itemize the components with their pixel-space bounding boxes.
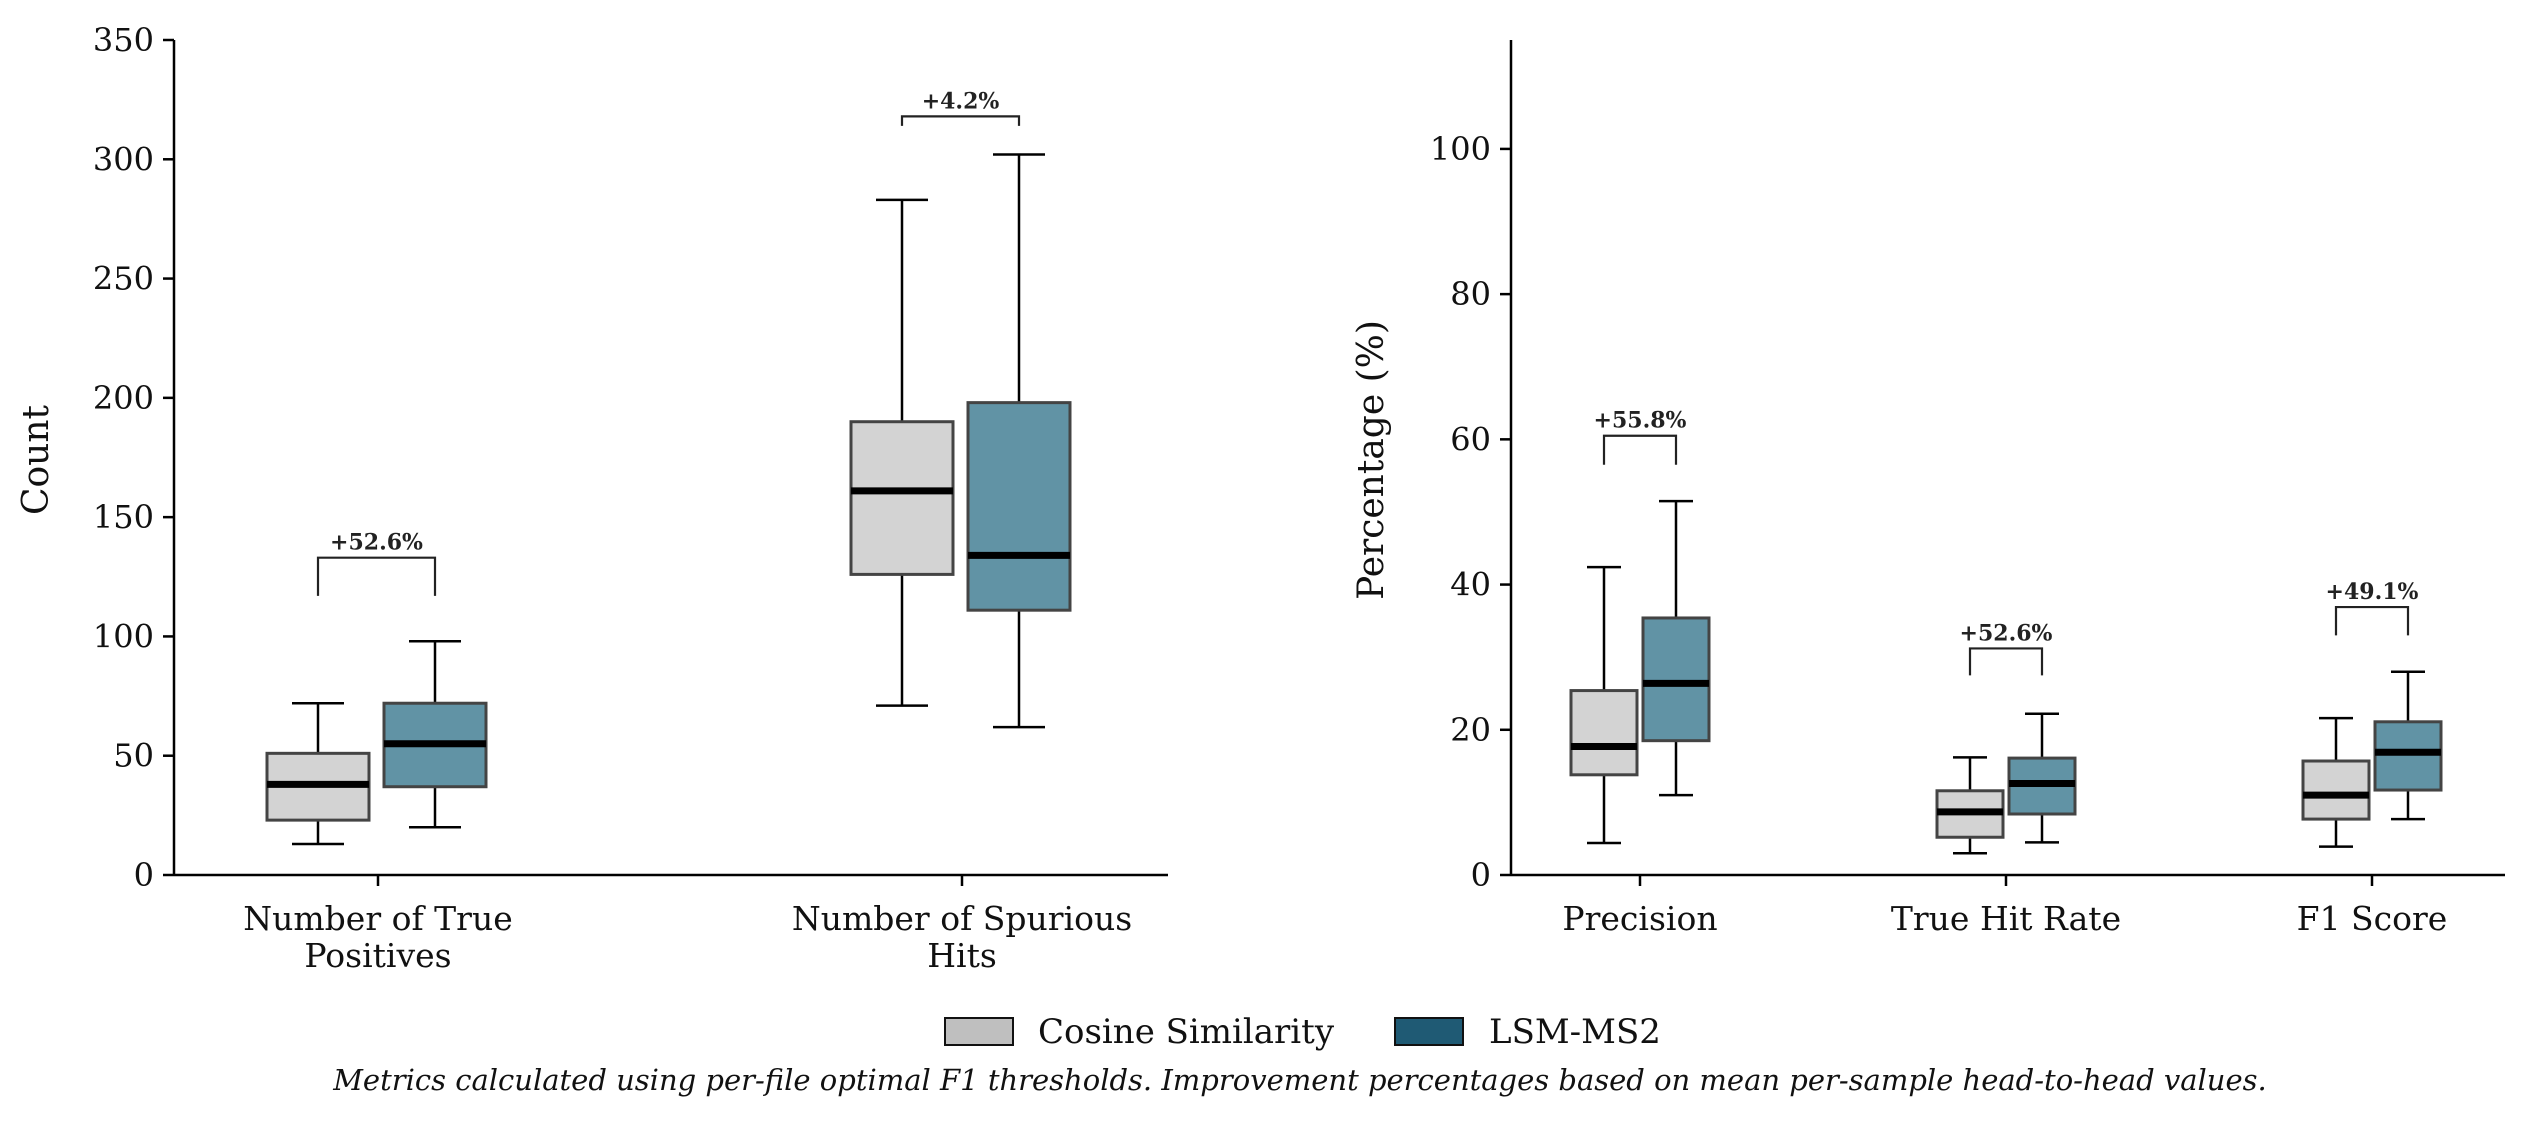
box-cosine (2301, 759, 2371, 821)
y-axis-title: Percentage (%) (1351, 320, 1392, 600)
legend-label-cosine: Cosine Similarity (1038, 1012, 1335, 1052)
improvement-bracket (1602, 434, 1678, 465)
x-tick-label-line: Positives (304, 936, 451, 975)
box-lsm (1641, 616, 1711, 743)
x-tick-label: Precision (1562, 899, 1717, 938)
x-tick-label: Number of True Positives (243, 899, 512, 975)
improvement-bracket (2334, 605, 2410, 636)
box-cosine (849, 420, 955, 576)
legend-swatch-cosine (944, 1017, 1014, 1046)
y-tick-label: 60 (1450, 420, 1491, 458)
legend: Cosine Similarity LSM-MS2 (944, 1012, 1661, 1052)
improvement-bracket (900, 115, 1021, 126)
box-cosine (1569, 689, 1639, 777)
x-tick-label-line: Number of True (243, 899, 512, 938)
y-tick-label: 100 (1430, 130, 1491, 168)
y-axis-title: Count (16, 404, 57, 515)
improvement-bracket (1968, 647, 2044, 676)
legend-label-lsm: LSM-MS2 (1489, 1012, 1661, 1052)
x-tick-label: True Hit Rate (1891, 899, 2121, 938)
improvement-label: +4.2% (922, 88, 1000, 114)
right-panel: 0 20 40 60 80 100 Percentage (%) Precision True … (1351, 40, 2505, 938)
improvement-label: +52.6% (330, 530, 423, 556)
x-tick-label-line: F1 Score (2297, 899, 2448, 938)
y-tick-label: 0 (134, 856, 154, 894)
x-tick-label: F1 Score (2297, 899, 2448, 938)
x-tick-label: Number of Spurious Hits (792, 899, 1132, 975)
x-tick-label-line: Precision (1562, 899, 1717, 938)
box-lsm (2373, 720, 2443, 792)
y-tick-label: 150 (93, 498, 154, 536)
y-tick-label: 50 (113, 737, 154, 775)
box-lsm (966, 401, 1072, 612)
y-tick-label: 350 (93, 21, 154, 59)
y-tick-label: 20 (1450, 711, 1491, 749)
improvement-bracket (316, 556, 437, 596)
x-tick-label-line: Number of Spurious (792, 899, 1132, 938)
x-tick-label-line: Hits (927, 936, 997, 975)
improvement-label: +55.8% (1594, 408, 1687, 434)
caption: Metrics calculated using per-file optima… (332, 1063, 2267, 1097)
improvement-label: +52.6% (1960, 620, 2053, 646)
left-panel: 0 50 100 150 200 250 300 350 Count Number of True… (16, 21, 1168, 975)
y-tick-label: 80 (1450, 275, 1491, 313)
y-tick-label: 200 (93, 379, 154, 417)
y-tick-label: 300 (93, 140, 154, 178)
y-tick-label: 100 (93, 617, 154, 655)
y-tick-label: 0 (1471, 856, 1491, 894)
y-tick-label: 250 (93, 260, 154, 298)
x-tick-label-line: True Hit Rate (1891, 899, 2121, 938)
improvement-label: +49.1% (2326, 579, 2419, 605)
y-tick-label: 40 (1450, 566, 1491, 604)
legend-swatch-lsm (1394, 1017, 1464, 1046)
